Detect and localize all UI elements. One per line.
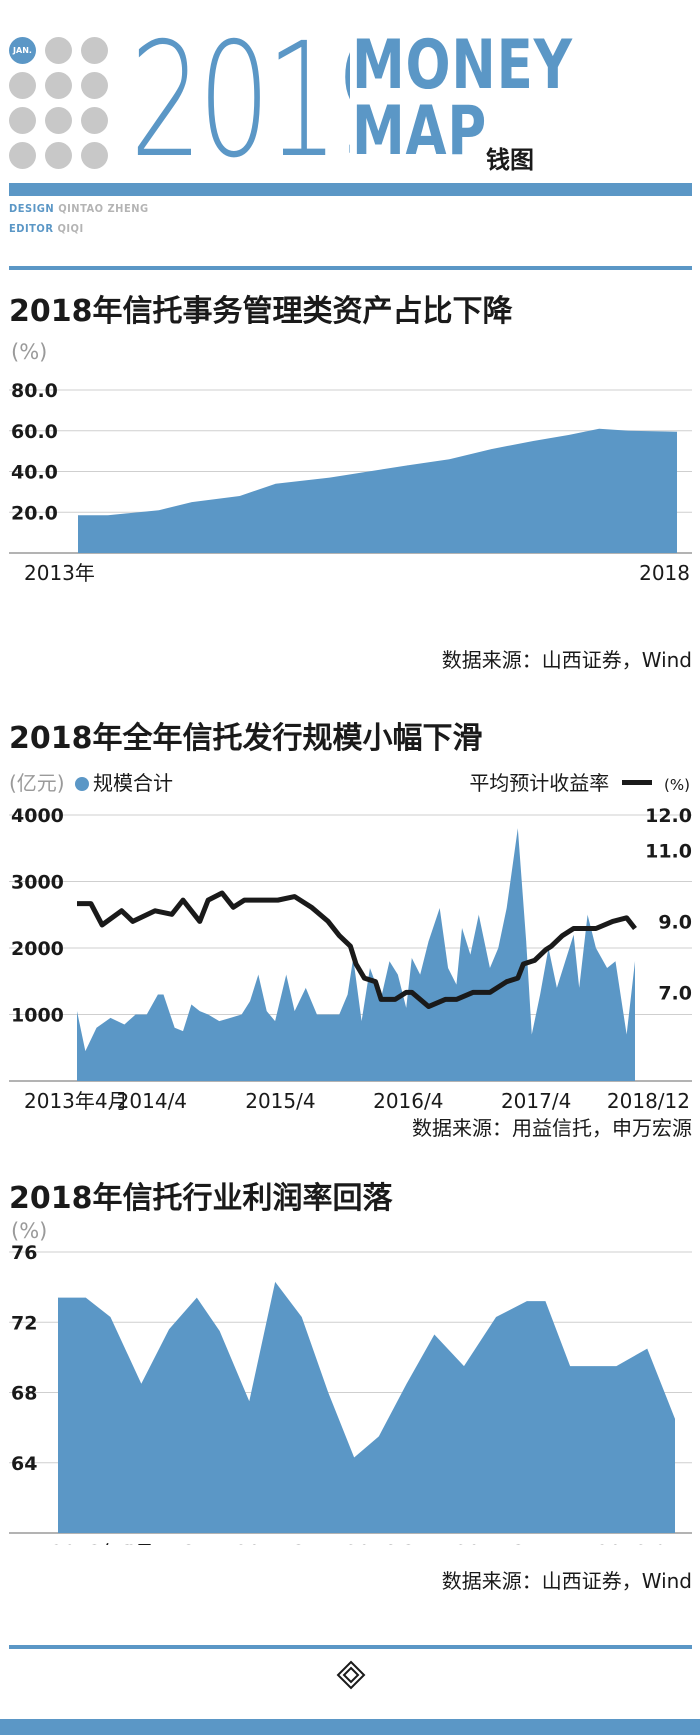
legend-line-swatch — [621, 780, 652, 785]
decor-dot — [45, 72, 72, 99]
y2-tick-label: 12.0 — [645, 805, 692, 827]
legend-line-unit: (%) — [664, 776, 690, 794]
y-tick-label: 3000 — [11, 872, 64, 894]
chart-1-title: 2018年信托事务管理类资产占比下降 — [9, 294, 513, 329]
y-tick-label: 40.0 — [11, 462, 58, 484]
area-series — [58, 1281, 675, 1533]
x-tick-label: 2017/3 — [455, 1541, 525, 1545]
legend-line-label: 平均预计收益率 — [469, 771, 610, 795]
y-tick-label: 72 — [11, 1312, 37, 1334]
x-tick-label: 2018/12 — [607, 1089, 690, 1110]
decor-dot — [9, 72, 36, 99]
x-tick-label: 2018/9 — [596, 1541, 666, 1545]
decor-dot — [45, 37, 72, 64]
y-tick-label: 64 — [11, 1453, 37, 1475]
decor-dot — [81, 37, 108, 64]
x-tick-label: 2014/3 — [125, 1541, 195, 1545]
footer-divider — [9, 1645, 692, 1649]
credit-design: DESIGN QINTAO ZHENG — [9, 202, 149, 215]
chart-2-legend-left: (亿元) 规模合计 — [9, 767, 173, 796]
chart-3-plot: 76 72 68 64 2013年3月2014/3 2015/3 2016/3 2017/3 2… — [9, 1242, 692, 1545]
x-tick-label: 2013年 — [24, 561, 95, 585]
decor-dot — [9, 142, 36, 169]
legend-area-label: 规模合计 — [92, 771, 173, 795]
chart-3-title: 2018年信托行业利润率回落 — [9, 1181, 393, 1216]
chart-2-unit: (亿元) — [9, 771, 65, 795]
y2-tick-label: 11.0 — [645, 840, 692, 862]
subtitle-cn: 钱图 — [486, 146, 534, 174]
x-tick-label: 2013年4月 — [24, 1089, 128, 1110]
chart-1-source: 数据来源：山西证券，Wind — [441, 648, 692, 672]
area-series-scale — [77, 828, 635, 1081]
jan-badge: JAN. — [9, 37, 36, 64]
logo-icon — [336, 1660, 366, 1690]
title-money: MONEY — [352, 26, 573, 105]
x-tick-label: 2014/4 — [117, 1089, 187, 1110]
title-map: MAP — [352, 92, 488, 171]
y2-tick-label: 9.0 — [658, 911, 692, 933]
chart-3-source: 数据来源：山西证券，Wind — [441, 1569, 692, 1593]
decor-dot — [81, 72, 108, 99]
x-tick-label: 2013年3月 — [51, 1541, 155, 1545]
chart-2-source: 数据来源：用益信托，申万宏源 — [412, 1116, 692, 1140]
chart-3-unit: (%) — [11, 1219, 48, 1243]
decor-dot — [81, 107, 108, 134]
x-tick-label: 2016/4 — [373, 1089, 443, 1110]
y-tick-label: 1000 — [11, 1005, 64, 1027]
y-tick-label: 20.0 — [11, 502, 58, 524]
decor-dot — [45, 142, 72, 169]
x-tick-label: 2018 — [639, 561, 690, 585]
header-bar — [9, 183, 692, 196]
y-tick-label: 68 — [11, 1383, 37, 1405]
x-tick-label: 2017/4 — [501, 1089, 571, 1110]
y-tick-label: 2000 — [11, 938, 64, 960]
y2-tick-label: 7.0 — [658, 982, 692, 1004]
decor-dot — [9, 107, 36, 134]
decor-dot — [81, 142, 108, 169]
credit-editor: EDITOR QIQI — [9, 222, 84, 235]
legend-area-swatch — [74, 777, 89, 791]
y-tick-label: 80.0 — [11, 380, 58, 402]
footer-bar — [0, 1719, 700, 1735]
y-tick-label: 60.0 — [11, 421, 58, 443]
chart-1-unit: (%) — [11, 340, 48, 364]
y-tick-label: 4000 — [11, 805, 64, 827]
area-series — [78, 428, 677, 553]
chart-1-plot: 80.0 60.0 40.0 20.0 2013年 2018 — [9, 380, 692, 585]
x-tick-label: 2015/4 — [245, 1089, 315, 1110]
decor-dot — [45, 107, 72, 134]
y-tick-label: 76 — [11, 1242, 37, 1264]
section-divider — [9, 266, 692, 270]
x-tick-label: 2016/3 — [345, 1541, 415, 1545]
chart-2-legend-right: 平均预计收益率 (%) — [469, 767, 690, 796]
year-title: 2019 — [130, 28, 350, 178]
x-tick-label: 2015/3 — [235, 1541, 305, 1545]
chart-2-title: 2018年全年信托发行规模小幅下滑 — [9, 721, 483, 756]
